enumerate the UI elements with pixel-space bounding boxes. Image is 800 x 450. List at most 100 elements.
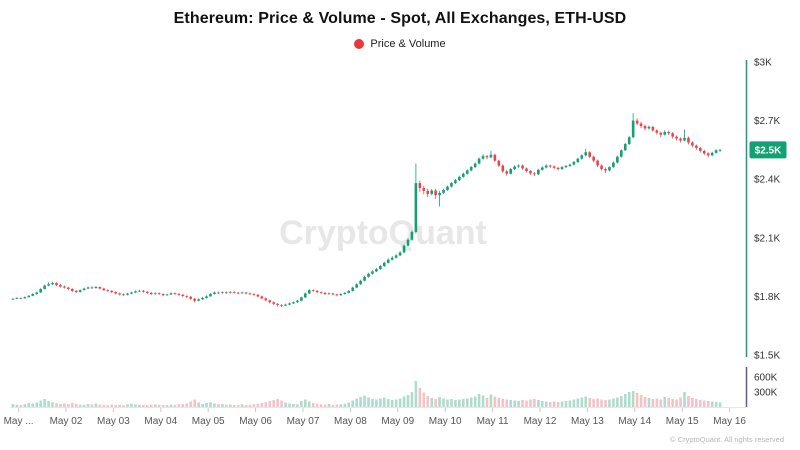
volume-bar <box>343 403 347 407</box>
candle-body <box>149 292 153 295</box>
volume-bar <box>359 397 362 407</box>
volume-bar <box>655 398 659 407</box>
candle-body <box>434 190 437 196</box>
volume-bar <box>173 404 177 407</box>
candle-body <box>126 293 129 295</box>
volume-bar <box>513 400 516 407</box>
x-axis-labels: May ... May 02 May 03 May 04 May 05 May 06 May… <box>4 408 746 427</box>
candle-body <box>627 137 631 145</box>
candle-body <box>47 284 50 286</box>
candle-body <box>556 167 560 170</box>
candle-body <box>319 292 323 293</box>
candle-body <box>584 152 588 156</box>
candle-body <box>679 138 682 141</box>
volume-bar <box>371 399 374 407</box>
candle-body <box>714 150 718 153</box>
volume-bar <box>98 404 102 407</box>
volume-bar <box>434 399 437 407</box>
volume-bar <box>446 399 449 407</box>
candle-body <box>122 294 125 296</box>
volume-bar <box>304 399 307 407</box>
volume-bar <box>165 405 169 407</box>
volume-bar <box>126 404 129 407</box>
volume-bar <box>548 402 552 407</box>
x-tick-label: May 04 <box>144 416 177 427</box>
candles <box>11 113 722 308</box>
volume-bar <box>307 401 311 407</box>
candle-body <box>481 156 485 159</box>
volume-bar <box>142 405 145 407</box>
volume-bar <box>70 403 74 407</box>
volume-bar <box>323 404 327 407</box>
volume-bar <box>146 405 149 407</box>
candle-body <box>343 292 347 295</box>
volume-bar <box>398 398 402 407</box>
volume-bar <box>114 405 117 407</box>
volume-bar <box>213 403 216 407</box>
candle-body <box>418 183 422 188</box>
volume-bar <box>564 401 568 407</box>
candle-body <box>600 165 603 170</box>
legend-label: Price & Volume <box>370 38 446 50</box>
volume-bar <box>106 405 110 407</box>
volume-bar <box>458 399 461 407</box>
candle-body <box>169 293 173 295</box>
candle-body <box>339 294 343 296</box>
volume-bar <box>631 391 635 407</box>
volume-bar <box>620 396 623 407</box>
legend-dot-icon <box>354 39 365 49</box>
candle-body <box>138 290 141 292</box>
x-tick-label: May 03 <box>97 416 130 427</box>
volume-bar <box>718 402 722 407</box>
candle-body <box>240 292 244 294</box>
volume-bar <box>481 395 485 407</box>
candle-body <box>248 293 252 295</box>
candle-body <box>485 156 489 158</box>
candle-body <box>537 169 540 175</box>
candle-body <box>643 126 647 129</box>
volume-bar <box>248 404 252 407</box>
volume-bar <box>339 404 343 407</box>
volume-bar <box>525 400 528 407</box>
candle-body <box>560 167 564 170</box>
volume-bar <box>268 401 272 407</box>
candle-body <box>390 257 394 260</box>
candle-body <box>505 171 509 174</box>
candle-body <box>213 292 216 295</box>
volume-bar <box>232 405 236 407</box>
candle-body <box>691 142 694 146</box>
candle-body <box>438 192 441 196</box>
candle-body <box>110 290 114 293</box>
volume-bar <box>402 396 406 407</box>
legend[interactable]: Price & Volume <box>0 38 800 50</box>
volume-bar <box>469 397 473 407</box>
candle-body <box>568 164 572 166</box>
candle-body <box>39 288 42 293</box>
volume-bar <box>541 401 544 407</box>
volume-bar <box>181 404 185 407</box>
candle-body <box>264 298 268 301</box>
volume-bar <box>406 395 410 407</box>
candle-body <box>402 245 406 253</box>
candle-body <box>521 165 524 169</box>
candle-body <box>43 285 46 289</box>
volume-bar <box>556 402 560 407</box>
candle-body <box>94 287 98 289</box>
price-badge: $2.5K <box>749 141 787 159</box>
x-tick-label: May 16 <box>713 416 746 427</box>
volume-bar <box>544 401 548 407</box>
volume-bar <box>462 399 465 407</box>
price-badge-bg <box>749 141 787 159</box>
candle-body <box>280 304 283 306</box>
volume-bar <box>647 398 651 407</box>
volume-bar <box>82 404 86 407</box>
candle-body <box>422 187 426 191</box>
x-tick-label: May 11 <box>477 416 509 427</box>
candle-body <box>363 276 366 281</box>
volume-bar <box>430 398 433 407</box>
candle-body <box>631 120 635 138</box>
candle-body <box>655 130 659 133</box>
copyright-text: © CryptoQuant. All rights reserved <box>670 435 784 444</box>
candle-body <box>205 296 208 298</box>
